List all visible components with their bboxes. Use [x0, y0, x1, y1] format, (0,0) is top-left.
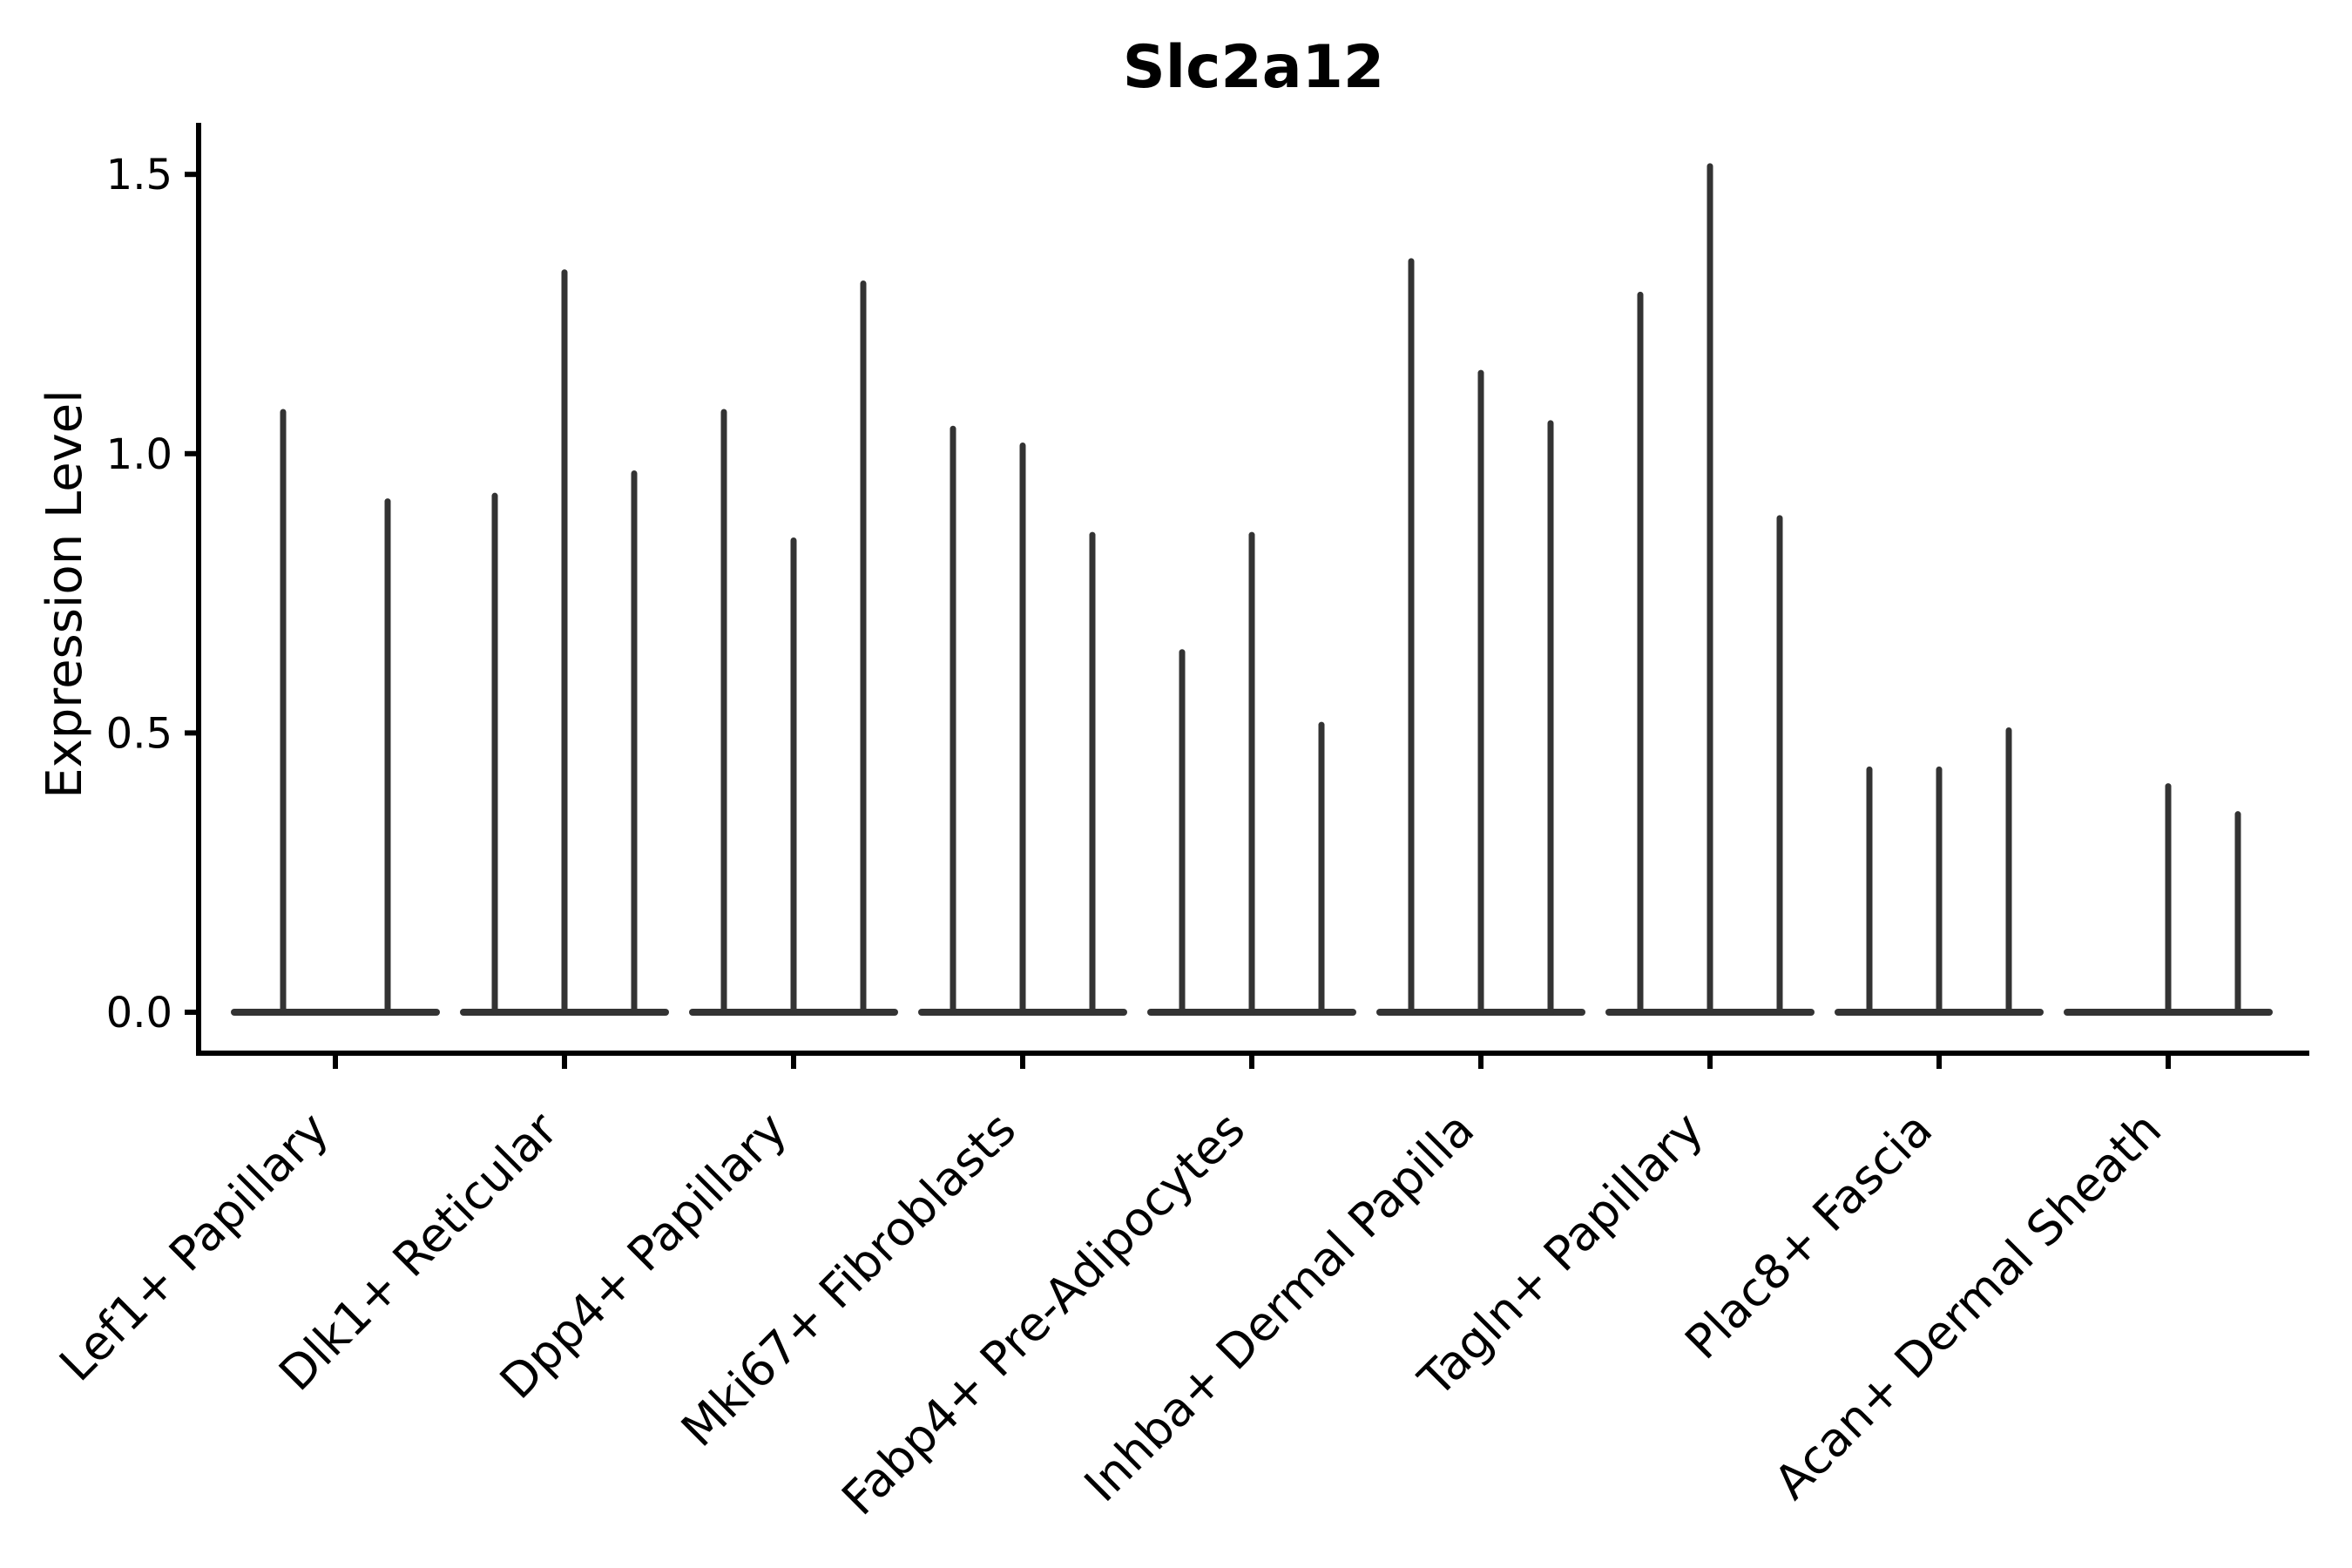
y-axis-label: Expression Level	[37, 389, 93, 799]
violin-base	[231, 1009, 440, 1016]
y-tick-label: 0.5	[106, 709, 172, 758]
violins	[231, 163, 2273, 1016]
y-tick-label: 0.0	[106, 989, 172, 1037]
x-axis-category-label: Acan+ Dermal Sheath	[1764, 1102, 2172, 1510]
axes: 0.0 0.5 1.0 1.5	[106, 123, 2309, 1069]
y-tick-label: 1.5	[106, 151, 172, 199]
chart-title: Slc2a12	[1123, 33, 1384, 102]
x-axis-category-label: Plac8+ Fascia	[1674, 1102, 1943, 1370]
x-axis-category-label: Fabp4+ Pre-Adipocytes	[831, 1102, 1255, 1526]
y-tick-label: 1.0	[106, 430, 172, 479]
x-axis-category-label: Inhba+ Dermal Papilla	[1074, 1102, 1484, 1512]
